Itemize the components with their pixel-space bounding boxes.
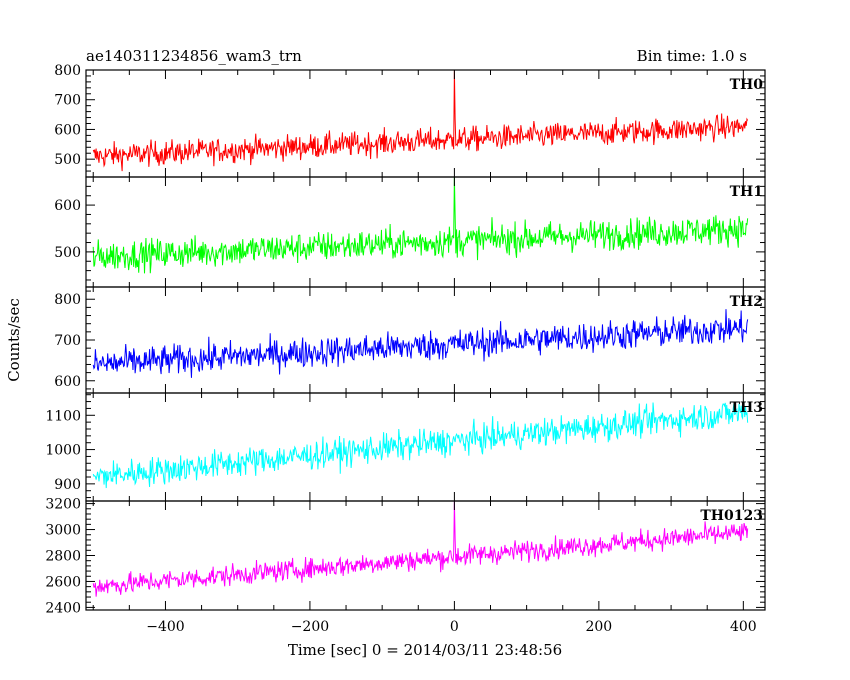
- series-line-th0: [92, 70, 749, 172]
- y-tick-label: 600: [54, 374, 81, 390]
- panel-th0123: 2400 2600 2800 3000 3200 TH0123: [45, 497, 766, 616]
- x-tick-labels: −400 −200 0 200 400: [146, 619, 756, 635]
- y-tick-label: 500: [54, 245, 81, 261]
- panel-th2: 600 700 800 TH2: [54, 286, 766, 394]
- y-tick-label: 2600: [45, 574, 81, 590]
- x-axis-label: Time [sec] 0 = 2014/03/11 23:48:56: [288, 641, 562, 659]
- chart-title: ae140311234856_wam3_trn: [86, 47, 302, 65]
- y-tick-label: 800: [54, 63, 81, 79]
- x-tick-label: −200: [291, 619, 329, 635]
- channel-label-th1: TH1: [730, 184, 763, 200]
- y-tick-label: 3200: [45, 497, 81, 513]
- y-tick-label: 1100: [45, 408, 81, 424]
- panel-frame: [85, 176, 766, 288]
- series-line-th1: [92, 177, 749, 274]
- y-tick-label: 2800: [45, 549, 81, 565]
- channel-label-th2: TH2: [730, 294, 763, 310]
- y-tick-label: 800: [54, 292, 81, 308]
- y-tick-label: 1000: [45, 443, 81, 459]
- y-axis-label: Counts/sec: [5, 298, 23, 382]
- channel-label-th0: TH0: [730, 77, 764, 93]
- x-tick-label: 400: [730, 619, 757, 635]
- channel-label-th0123: TH0123: [700, 508, 763, 524]
- x-tick-label: 200: [585, 619, 612, 635]
- y-tick-label: 3000: [45, 523, 81, 539]
- x-tick-label: −400: [146, 619, 184, 635]
- series-line-th3: [92, 402, 749, 489]
- panel-frame: [85, 69, 766, 178]
- bin-time-label: Bin time: 1.0 s: [637, 47, 747, 65]
- y-tick-label: 600: [54, 122, 81, 138]
- y-tick-label: 500: [54, 152, 81, 168]
- panels-group: 500 600 700 800 TH0 500 600 TH1 600 700 800 TH2 900 1…: [45, 63, 766, 616]
- channel-label-th3: TH3: [730, 400, 763, 416]
- panel-th0: 500 600 700 800 TH0: [54, 63, 766, 178]
- y-tick-label: 2400: [45, 600, 81, 616]
- panel-th1: 500 600 TH1: [54, 176, 766, 288]
- y-tick-label: 600: [54, 198, 81, 214]
- y-tick-label: 900: [54, 477, 81, 493]
- series-line-th0123: [92, 501, 749, 597]
- y-tick-label: 700: [54, 333, 81, 349]
- series-line-th2: [92, 309, 749, 378]
- panel-th3: 900 1000 1100 TH3: [45, 392, 766, 502]
- y-tick-label: 700: [54, 93, 81, 109]
- x-tick-label: 0: [450, 619, 459, 635]
